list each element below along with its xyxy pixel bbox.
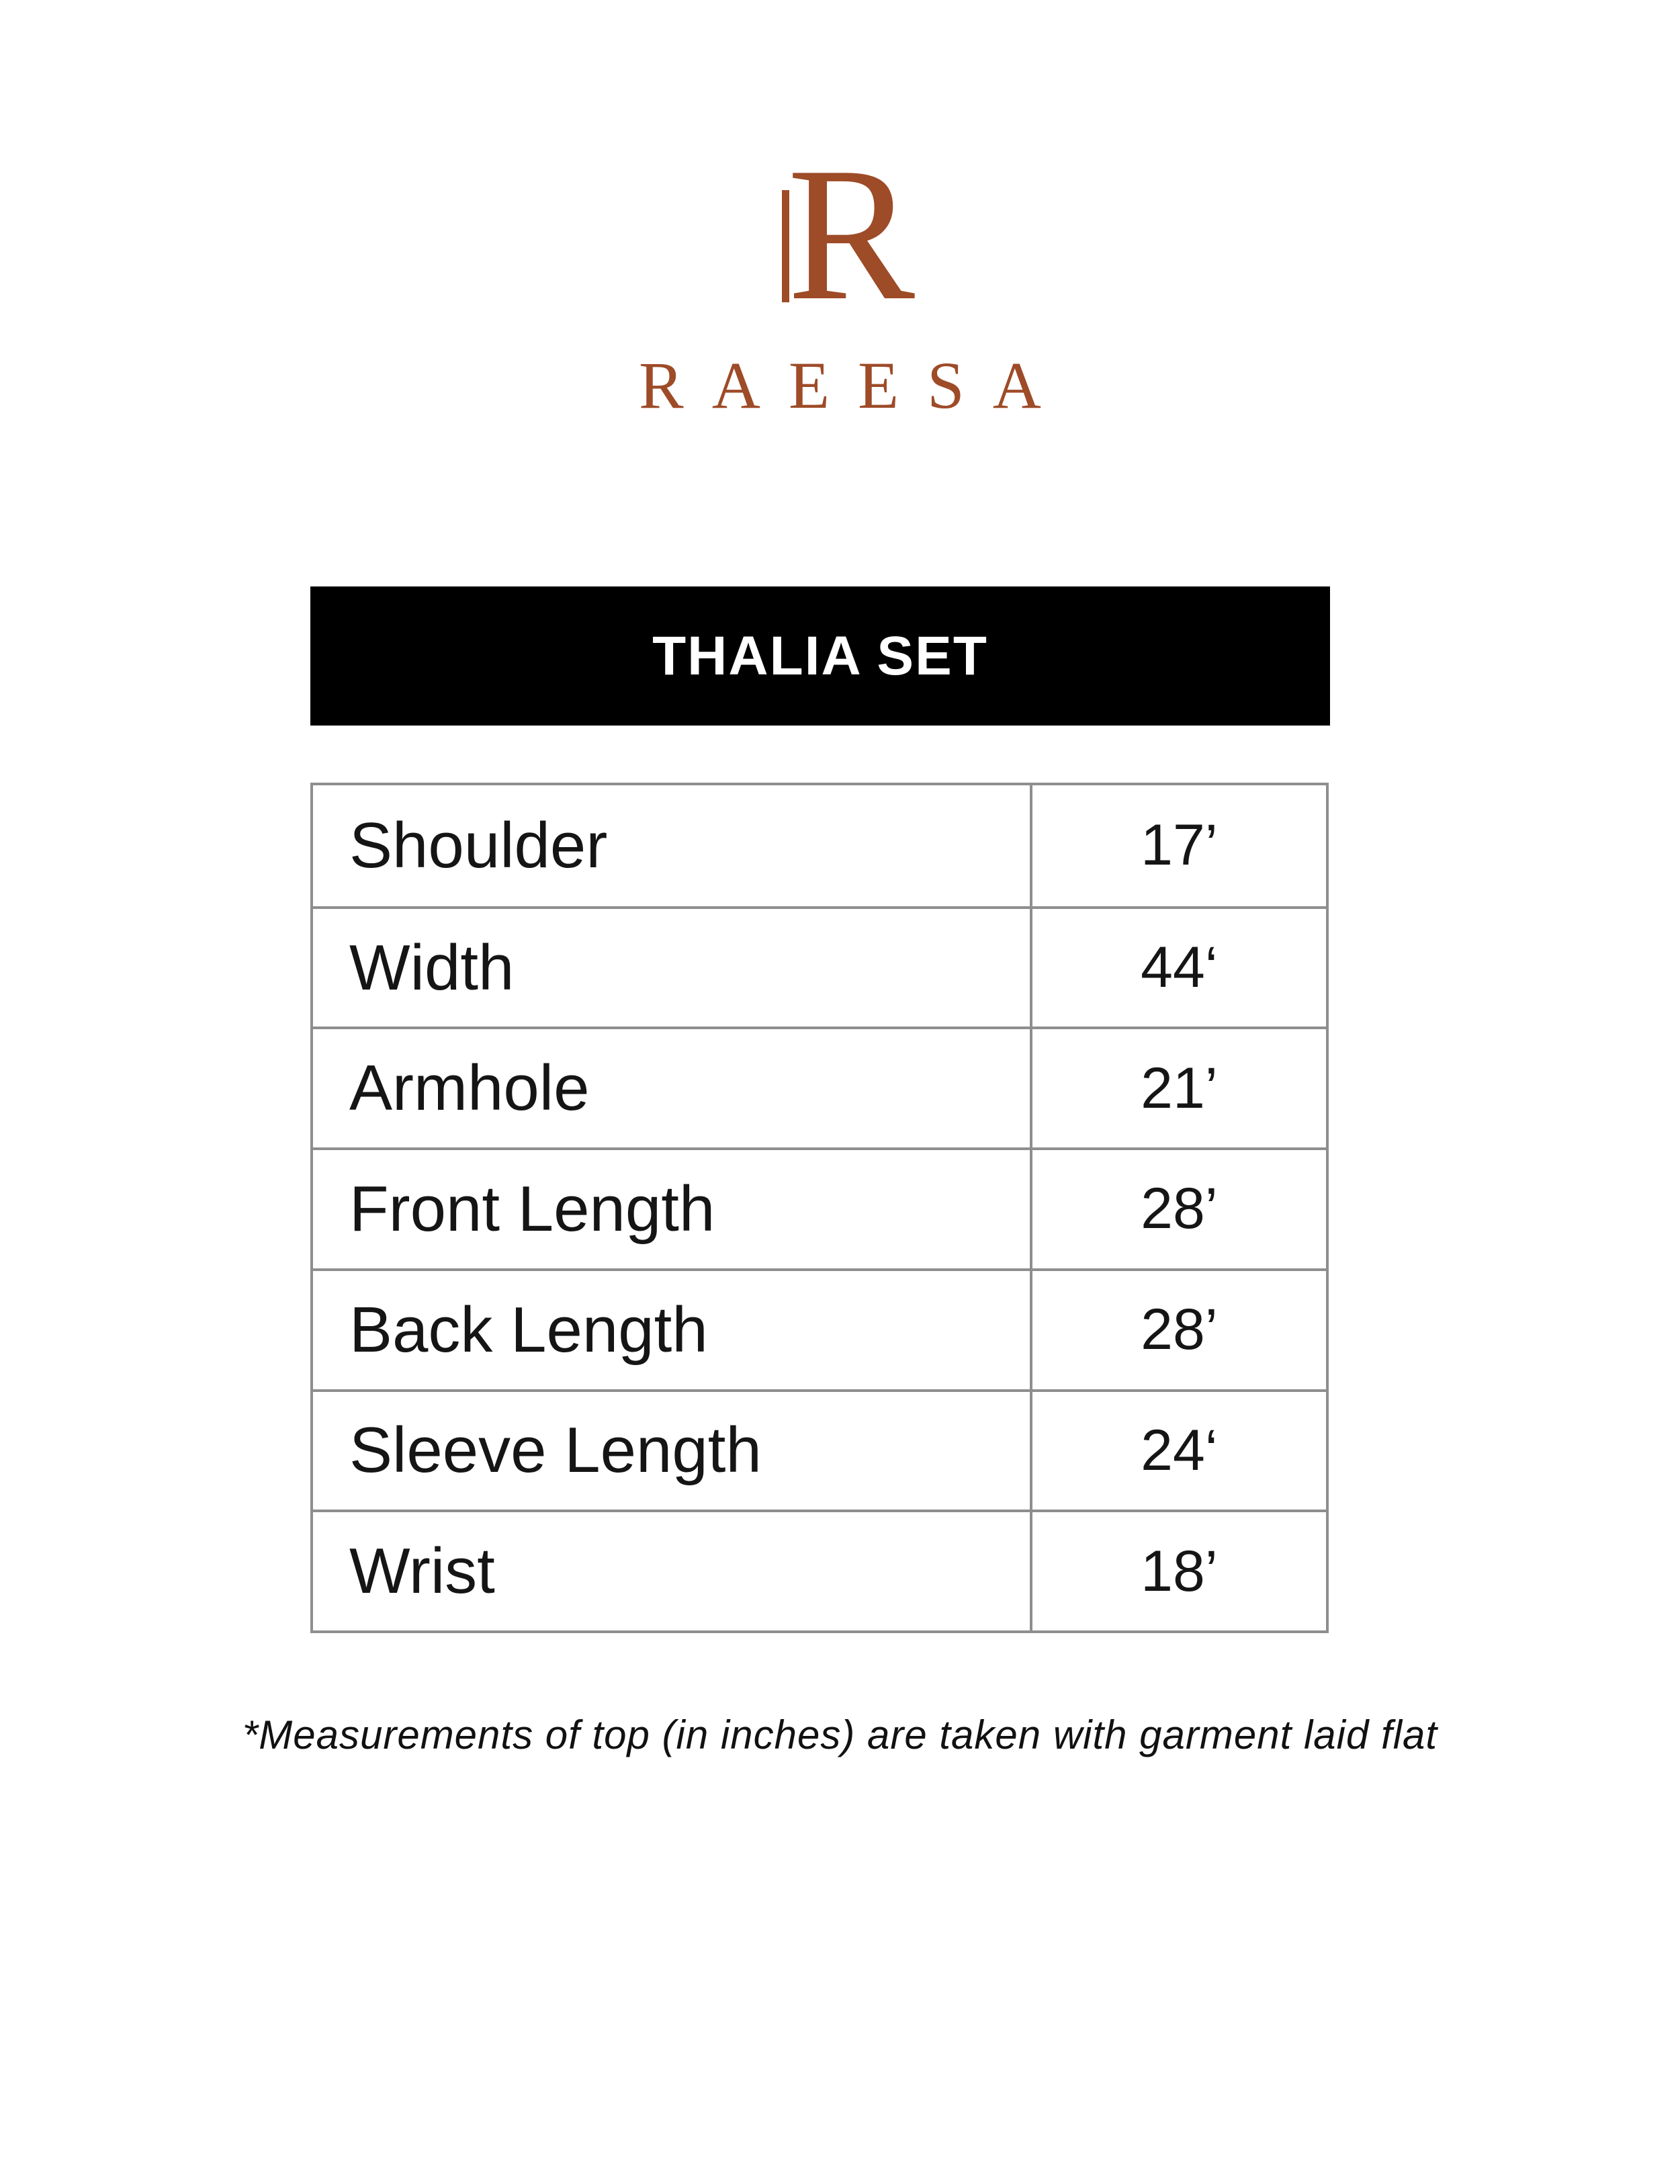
measurement-value: 24‘ bbox=[1141, 1417, 1218, 1483]
measurement-label: Sleeve Length bbox=[313, 1391, 1032, 1510]
measurement-value: 21’ bbox=[1141, 1055, 1218, 1121]
measurement-label: Back Length bbox=[313, 1270, 1032, 1389]
table-row: Armhole 21’ bbox=[313, 1027, 1326, 1148]
measurement-value: 18’ bbox=[1141, 1538, 1218, 1604]
product-title: THALIA SET bbox=[652, 625, 988, 687]
measurement-label: Shoulder bbox=[313, 785, 1032, 906]
brand-monogram: R bbox=[787, 128, 916, 340]
brand-wordmark: RAEESA bbox=[639, 348, 1069, 423]
measurement-value: 44‘ bbox=[1141, 935, 1218, 1000]
measurement-value: 28’ bbox=[1141, 1297, 1218, 1362]
footnote: *Measurements of top (in inches) are tak… bbox=[242, 1712, 1438, 1757]
measurement-label: Width bbox=[313, 908, 1032, 1027]
measurement-label: Front Length bbox=[313, 1150, 1032, 1268]
table-row: Wrist 18’ bbox=[313, 1510, 1326, 1630]
measurement-table: Shoulder 17’ Width 44‘ Armhole 21’ Front… bbox=[310, 783, 1329, 1633]
measurement-value: 28’ bbox=[1141, 1176, 1218, 1241]
brand-monogram-bar bbox=[782, 190, 789, 302]
measurement-label: Wrist bbox=[313, 1512, 1032, 1630]
table-row: Back Length 28’ bbox=[313, 1268, 1326, 1389]
table-row: Front Length 28’ bbox=[313, 1147, 1326, 1268]
table-row: Shoulder 17’ bbox=[313, 785, 1326, 906]
measurement-label: Armhole bbox=[313, 1029, 1032, 1148]
table-row: Width 44‘ bbox=[313, 906, 1326, 1027]
measurement-value: 17’ bbox=[1141, 813, 1218, 878]
table-row: Sleeve Length 24‘ bbox=[313, 1389, 1326, 1510]
product-title-banner: THALIA SET bbox=[310, 586, 1330, 726]
